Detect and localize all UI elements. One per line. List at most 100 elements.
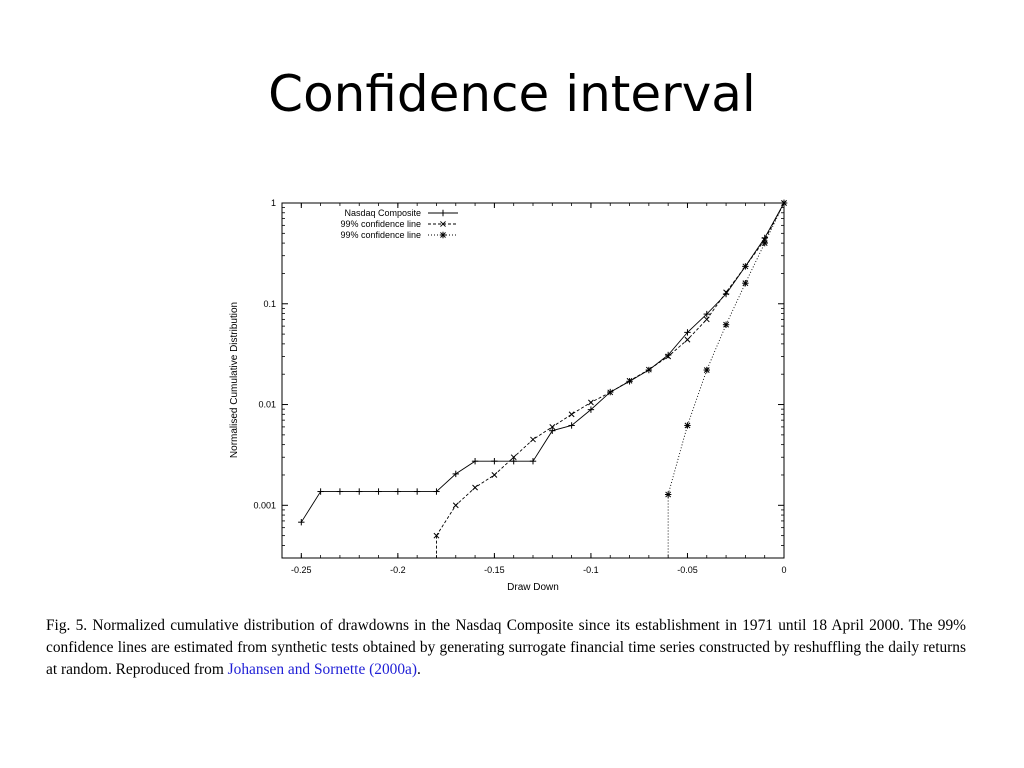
data-point [684, 329, 691, 336]
marker-stroke [472, 484, 478, 491]
series-line [667, 202, 785, 495]
figure-caption: Fig. 5. Normalized cumulative distributi… [46, 615, 966, 681]
legend-swatch-marker [439, 231, 447, 239]
data-point [472, 484, 478, 491]
data-point [761, 239, 768, 247]
data-point [587, 406, 595, 413]
x-tick-label: -0.25 [291, 565, 312, 575]
data-point [703, 310, 710, 318]
data-point [626, 377, 633, 384]
legend-label: 99% confidence line [340, 219, 421, 229]
data-point [336, 488, 344, 495]
marker-stroke [645, 366, 652, 373]
y-tick-label: 0.1 [263, 299, 276, 309]
legend-swatch-marker [439, 209, 447, 217]
marker-stroke [684, 336, 691, 343]
data-point [549, 427, 556, 434]
data-point [433, 488, 440, 495]
data-point [510, 457, 517, 465]
x-tick-label: -0.2 [390, 565, 406, 575]
series-3 [664, 199, 788, 558]
y-tick-label: 0.01 [258, 400, 276, 410]
marker-stroke [723, 321, 729, 328]
data-point [722, 321, 730, 328]
marker-stroke [781, 200, 787, 206]
plot-frame [281, 202, 785, 559]
marker-stroke [607, 389, 614, 396]
marker-stroke [510, 454, 517, 461]
series-layer [298, 199, 788, 558]
data-point [471, 457, 479, 465]
data-point [433, 532, 440, 539]
data-point [684, 336, 691, 343]
data-point [780, 199, 788, 207]
data-point [413, 488, 421, 495]
x-tick-label: -0.1 [583, 565, 599, 575]
data-point [529, 457, 537, 465]
data-point [684, 422, 691, 429]
y-tick-label: 1 [271, 198, 276, 208]
y-axis-ticks: 0.001 0.01 0.1 1 [253, 198, 784, 559]
data-point [549, 423, 556, 430]
y-tick-label: 0.001 [253, 500, 276, 510]
data-point [491, 457, 498, 465]
x-tick-label: 0 [781, 565, 786, 575]
x-axis-ticks: -0.25 -0.2 -0.15 -0.1 -0.05 0 [281, 203, 787, 575]
marker-stroke [684, 422, 691, 429]
data-point [356, 488, 363, 495]
marker-stroke [742, 280, 749, 287]
data-point [568, 411, 575, 418]
marker-stroke [703, 367, 710, 373]
marker-stroke [703, 316, 710, 323]
marker-stroke [742, 263, 749, 270]
marker-stroke [626, 377, 633, 384]
data-point [568, 422, 575, 429]
series-2 [433, 200, 787, 558]
data-point [645, 366, 652, 373]
data-point [375, 488, 382, 495]
x-tick-label: -0.15 [484, 565, 505, 575]
slide-title: Confidence interval [268, 65, 756, 123]
legend-swatch-marker [440, 221, 446, 227]
y-axis-label: Normalised Cumulative Distribution [229, 302, 240, 458]
legend-label: Nasdaq Composite [344, 208, 421, 218]
x-tick-label: -0.05 [677, 565, 698, 575]
marker-stroke [568, 411, 575, 418]
marker-stroke [433, 532, 440, 539]
marker-stroke [491, 472, 498, 478]
marker-stroke [665, 491, 672, 498]
marker-stroke [588, 399, 594, 406]
series-line [300, 202, 785, 523]
caption-reference-link[interactable]: Johansen and Sornette (2000a) [227, 661, 417, 678]
data-point [298, 518, 305, 526]
caption-end: . [416, 661, 421, 678]
marker-stroke [665, 353, 672, 360]
data-point [452, 502, 459, 509]
data-point [703, 366, 710, 374]
marker-stroke [440, 232, 446, 238]
marker-stroke [440, 221, 446, 227]
data-point [452, 470, 459, 478]
marker-stroke [761, 240, 768, 247]
series-line [436, 202, 785, 536]
data-point [665, 353, 672, 360]
data-point [742, 263, 749, 270]
data-point [530, 436, 536, 443]
x-axis-label: Draw Down [507, 582, 559, 593]
data-point [491, 472, 498, 478]
data-point [742, 280, 749, 287]
marker-stroke [452, 502, 459, 509]
data-point [317, 488, 324, 495]
data-point [588, 399, 594, 406]
data-point [394, 488, 402, 495]
data-point [664, 491, 672, 498]
legend-label: 99% confidence line [340, 230, 421, 240]
data-point [510, 454, 517, 461]
data-point [703, 316, 710, 323]
marker-stroke [530, 436, 536, 443]
data-point [723, 289, 729, 296]
caption-text: Fig. 5. Normalized cumulative distributi… [46, 617, 966, 678]
data-point [607, 389, 614, 396]
